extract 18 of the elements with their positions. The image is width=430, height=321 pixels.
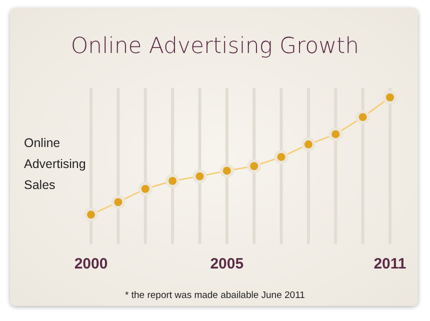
- point: [111, 195, 126, 210]
- point: [328, 127, 343, 142]
- point: [274, 150, 288, 164]
- point: [356, 110, 370, 124]
- x-tick-label: 2000: [74, 256, 108, 273]
- x-tick-label: 2011: [374, 256, 406, 273]
- point: [247, 159, 262, 174]
- point: [166, 174, 180, 188]
- point: [220, 164, 234, 178]
- point: [138, 182, 152, 196]
- y-axis-title: Online Advertising Sales: [24, 135, 87, 194]
- point: [383, 90, 397, 104]
- point: [84, 208, 98, 222]
- point: [192, 169, 207, 184]
- x-tick-label: 2005: [210, 256, 244, 273]
- chart-title: Online Advertising Growth: [70, 34, 360, 59]
- text: * the report was made abailable June 2011: [124, 290, 306, 301]
- point: [301, 137, 316, 152]
